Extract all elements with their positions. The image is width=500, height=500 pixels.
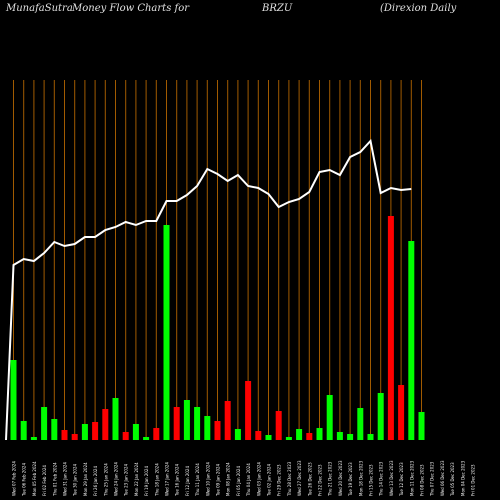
date-tick-label: Tue 16 Jan 2024 [175,463,180,497]
site-name: MunafaSutra [6,3,73,14]
date-tick-label: Thu 28 Dec 2023 [287,461,292,497]
money-flow-bar [234,429,241,440]
money-flow-bar [153,428,160,440]
date-tick-label: Mon 05 Feb 2024 [32,461,37,496]
money-flow-bar [326,395,333,440]
date-tick-label: Mon 08 Jan 2024 [226,462,231,496]
money-flow-bar [357,408,364,440]
date-tick-label: Wed 07 Feb 2024 [12,461,17,496]
money-flow-bar [398,385,405,440]
money-flow-bar [336,432,343,440]
date-tick-label: Fri 22 Dec 2023 [318,464,323,496]
money-flow-bar [408,241,415,440]
date-tick-label: Thu 25 Jan 2024 [103,463,108,497]
money-flow-bar [163,225,170,440]
money-flow-bar [20,421,27,440]
date-tick-label: Thu 01 Feb 2024 [52,462,57,497]
money-flow-bar [224,401,231,440]
money-flow-bar [347,434,354,440]
date-tick-label: Tue 23 Jan 2024 [124,463,129,497]
money-flow-bar [418,412,425,440]
date-tick-label: Wed 24 Jan 2024 [114,462,119,496]
money-flow-bar [306,433,313,440]
date-tick-label: Tue 05 Dec 2023 [450,462,455,497]
date-tick-label: Tue 09 Jan 2024 [216,463,221,497]
price-line [5,138,412,441]
money-flow-bar [296,429,303,440]
date-tick-label: Thu 04 Jan 2024 [246,463,251,497]
money-flow-bar [51,419,58,440]
date-tick-label: Thu 14 Dec 2023 [379,461,384,497]
date-tick-label: Tue 12 Dec 2023 [399,462,404,497]
money-flow-bar [30,437,37,440]
date-tick-label: Mon 18 Dec 2023 [358,460,363,496]
date-tick-label: Fri 12 Jan 2024 [185,466,190,496]
date-tick-label: Mon 11 Dec 2023 [409,460,414,496]
date-tick-label: Tue 19 Dec 2023 [348,462,353,497]
money-flow-bar [81,424,88,440]
date-tick-label: Mon 04 Dec 2023 [460,460,465,496]
date-tick-label: Thu 18 Jan 2024 [154,463,159,497]
money-flow-bar [173,407,180,440]
date-tick-label: Fri 29 Dec 2023 [277,464,282,496]
date-tick-label: Thu 11 Jan 2024 [195,463,200,497]
money-flow-bar [41,407,48,440]
date-tick-label: Mon 29 Jan 2024 [83,462,88,496]
money-flow-bar [285,437,292,440]
date-tick-label: Tue 30 Jan 2024 [73,463,78,497]
money-flow-bar [255,431,262,440]
date-tick-label: Wed 31 Jan 2024 [63,462,68,496]
money-flow-bar [112,398,119,440]
money-flow-bar [10,360,17,440]
date-tick-label: Wed 10 Jan 2024 [205,462,210,496]
money-flow-bar [92,422,99,440]
money-flow-bar [61,430,68,440]
money-flow-bar [265,435,272,440]
money-flow-bar [122,432,129,440]
money-flow-bar [102,409,109,440]
date-tick-label: Wed 03 Jan 2024 [256,462,261,496]
date-tick-label: Wed 13 Dec 2023 [389,460,394,496]
date-tick-label: Thu 07 Dec 2023 [430,461,435,497]
date-tick-label: Fri 08 Dec 2023 [420,464,425,496]
money-flow-bar [214,421,221,440]
date-tick-label: Wed 20 Dec 2023 [338,460,343,496]
date-tick-label: Tue 26 Dec 2023 [307,462,312,497]
date-tick-label: Fri 26 Jan 2024 [93,466,98,496]
money-flow-bar [275,411,282,440]
date-tick-label: Wed 17 Jan 2024 [165,462,170,496]
date-tick-label: Fri 19 Jan 2024 [144,466,149,496]
date-tick-label: Tue 02 Jan 2024 [267,463,272,497]
date-tick-label: Mon 22 Jan 2024 [134,462,139,496]
date-tick-label: Fri 05 Jan 2024 [236,466,241,496]
date-tick-label: Wed 27 Dec 2023 [297,460,302,496]
date-tick-label: Fri 01 Dec 2023 [471,464,476,496]
date-tick-label: Wed 06 Dec 2023 [440,460,445,496]
money-flow-bar [194,407,201,440]
money-flow-bar [245,381,252,440]
money-flow-bar [316,428,323,440]
date-tick-label: Fri 02 Feb 2024 [42,465,47,496]
symbol-label: BRZU [262,3,293,14]
date-tick-label: Thu 21 Dec 2023 [328,461,333,497]
money-flow-bar [377,393,384,440]
chart-title: Money Flow Charts for [72,3,190,14]
date-tick-label: Tue 06 Feb 2024 [22,463,27,497]
money-flow-bar [132,424,139,440]
money-flow-bar [204,416,211,440]
money-flow-bar [367,434,374,440]
money-flow-bar [143,437,150,440]
date-tick-label: Fri 15 Dec 2023 [369,464,374,496]
money-flow-bar [71,434,78,440]
company-name: (Direxion Daily [380,3,457,14]
money-flow-bar [387,216,394,440]
money-flow-bar [183,400,190,440]
